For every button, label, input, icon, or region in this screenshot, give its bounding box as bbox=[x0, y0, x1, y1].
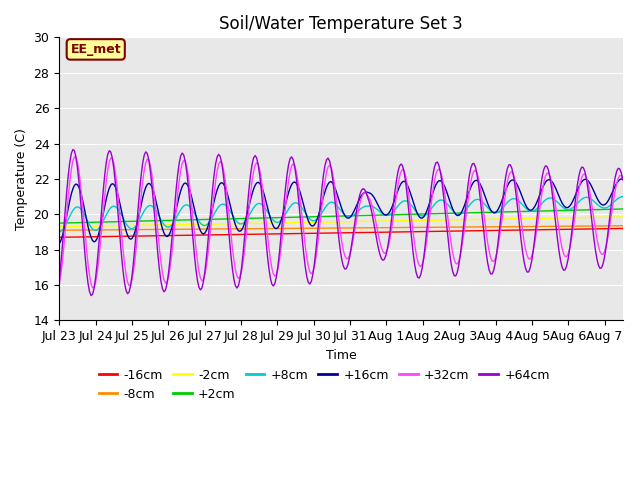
+64cm bbox=[69, 146, 77, 152]
-8cm bbox=[342, 225, 350, 231]
+32cm bbox=[130, 268, 138, 274]
-8cm bbox=[619, 223, 627, 228]
+64cm bbox=[55, 277, 63, 283]
-8cm bbox=[127, 227, 134, 232]
+8cm bbox=[55, 229, 63, 235]
-2cm bbox=[342, 219, 350, 225]
+64cm bbox=[87, 293, 95, 299]
Line: +32cm: +32cm bbox=[59, 157, 623, 288]
Title: Soil/Water Temperature Set 3: Soil/Water Temperature Set 3 bbox=[219, 15, 463, 33]
Line: +16cm: +16cm bbox=[59, 179, 623, 244]
+2cm bbox=[619, 206, 627, 212]
+16cm bbox=[55, 241, 63, 247]
+32cm bbox=[55, 282, 63, 288]
+32cm bbox=[472, 168, 479, 173]
+16cm bbox=[618, 176, 625, 182]
Line: -16cm: -16cm bbox=[59, 228, 623, 237]
+2cm bbox=[148, 218, 156, 224]
Line: -2cm: -2cm bbox=[59, 217, 623, 227]
-8cm bbox=[468, 224, 476, 230]
-16cm bbox=[619, 226, 627, 231]
+8cm bbox=[148, 203, 156, 209]
+2cm bbox=[342, 213, 350, 219]
+2cm bbox=[55, 220, 63, 226]
-2cm bbox=[127, 223, 134, 228]
-2cm bbox=[468, 216, 476, 222]
+2cm bbox=[607, 206, 614, 212]
-16cm bbox=[342, 230, 350, 236]
+8cm bbox=[468, 199, 476, 205]
+16cm bbox=[245, 203, 253, 209]
+16cm bbox=[127, 236, 134, 242]
+2cm bbox=[245, 216, 253, 221]
X-axis label: Time: Time bbox=[326, 349, 356, 362]
+8cm bbox=[619, 194, 627, 200]
+16cm bbox=[148, 184, 156, 190]
-8cm bbox=[245, 226, 253, 231]
+64cm bbox=[151, 216, 159, 222]
-2cm bbox=[619, 214, 627, 220]
Text: EE_met: EE_met bbox=[70, 43, 121, 56]
+16cm bbox=[342, 215, 350, 220]
-16cm bbox=[127, 233, 134, 239]
+8cm bbox=[342, 213, 350, 219]
+32cm bbox=[619, 176, 627, 181]
-16cm bbox=[55, 234, 63, 240]
+16cm bbox=[468, 181, 476, 187]
+64cm bbox=[346, 255, 353, 261]
-2cm bbox=[55, 224, 63, 229]
+64cm bbox=[610, 183, 618, 189]
+32cm bbox=[70, 154, 78, 160]
-8cm bbox=[148, 227, 156, 232]
-16cm bbox=[607, 226, 614, 231]
+64cm bbox=[619, 177, 627, 183]
+32cm bbox=[151, 198, 159, 204]
+16cm bbox=[619, 176, 627, 182]
-2cm bbox=[148, 222, 156, 228]
-8cm bbox=[607, 223, 614, 229]
+2cm bbox=[127, 218, 134, 224]
-16cm bbox=[148, 233, 156, 239]
Line: +64cm: +64cm bbox=[59, 149, 623, 296]
+64cm bbox=[472, 164, 479, 170]
-8cm bbox=[55, 228, 63, 233]
+32cm bbox=[89, 285, 97, 291]
-16cm bbox=[468, 228, 476, 234]
+32cm bbox=[610, 196, 618, 202]
+16cm bbox=[607, 193, 614, 199]
Y-axis label: Temperature (C): Temperature (C) bbox=[15, 128, 28, 230]
+64cm bbox=[130, 258, 138, 264]
-2cm bbox=[245, 220, 253, 226]
+8cm bbox=[127, 226, 134, 231]
Line: +2cm: +2cm bbox=[59, 209, 623, 223]
+2cm bbox=[468, 210, 476, 216]
-16cm bbox=[245, 231, 253, 237]
+8cm bbox=[245, 213, 253, 218]
+64cm bbox=[248, 161, 256, 167]
Line: -8cm: -8cm bbox=[59, 226, 623, 230]
Line: +8cm: +8cm bbox=[59, 197, 623, 232]
-2cm bbox=[607, 214, 614, 220]
+32cm bbox=[346, 253, 353, 259]
+32cm bbox=[248, 178, 256, 184]
Legend: -16cm, -8cm, -2cm, +2cm, +8cm, +16cm, +32cm, +64cm: -16cm, -8cm, -2cm, +2cm, +8cm, +16cm, +3… bbox=[93, 363, 555, 406]
+8cm bbox=[607, 202, 614, 208]
